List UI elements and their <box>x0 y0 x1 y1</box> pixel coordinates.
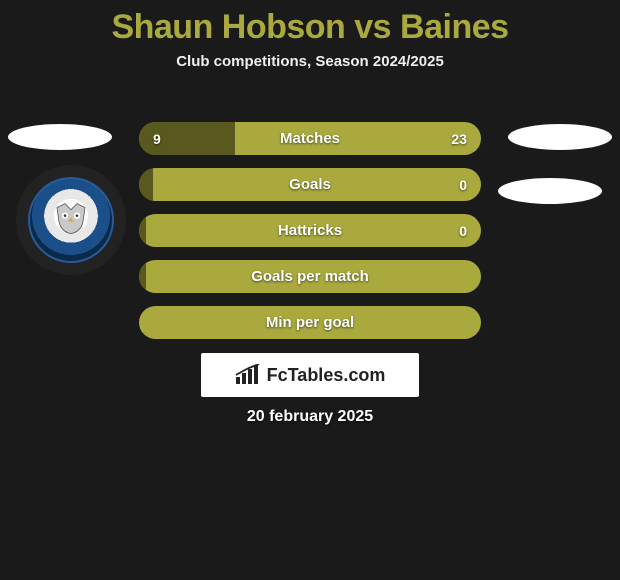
stats-bars: 9 Matches 23 Goals 0 Hattricks 0 Goals p… <box>139 122 481 352</box>
owl-icon <box>53 202 89 236</box>
stat-right-value: 23 <box>451 122 467 155</box>
stat-row: Min per goal <box>139 306 481 339</box>
stat-label: Goals per match <box>139 260 481 293</box>
stat-right-value: 0 <box>459 214 467 247</box>
stat-row: 9 Matches 23 <box>139 122 481 155</box>
page-subtitle: Club competitions, Season 2024/2025 <box>0 49 620 90</box>
branding-text: FcTables.com <box>267 365 386 386</box>
stat-label: Matches <box>139 122 481 155</box>
club-badge <box>28 177 114 263</box>
player-left-placeholder <box>8 124 112 150</box>
stat-row: Goals per match <box>139 260 481 293</box>
bar-chart-icon <box>235 364 261 386</box>
stat-label: Min per goal <box>139 306 481 339</box>
stat-label: Hattricks <box>139 214 481 247</box>
player-right-placeholder-1 <box>508 124 612 150</box>
stat-row: Hattricks 0 <box>139 214 481 247</box>
stat-row: Goals 0 <box>139 168 481 201</box>
player-right-placeholder-2 <box>498 178 602 204</box>
stat-right-value: 0 <box>459 168 467 201</box>
branding-logo[interactable]: FcTables.com <box>201 353 419 397</box>
stat-label: Goals <box>139 168 481 201</box>
page-title: Shaun Hobson vs Baines <box>0 0 620 49</box>
footer-date: 20 february 2025 <box>0 408 620 426</box>
